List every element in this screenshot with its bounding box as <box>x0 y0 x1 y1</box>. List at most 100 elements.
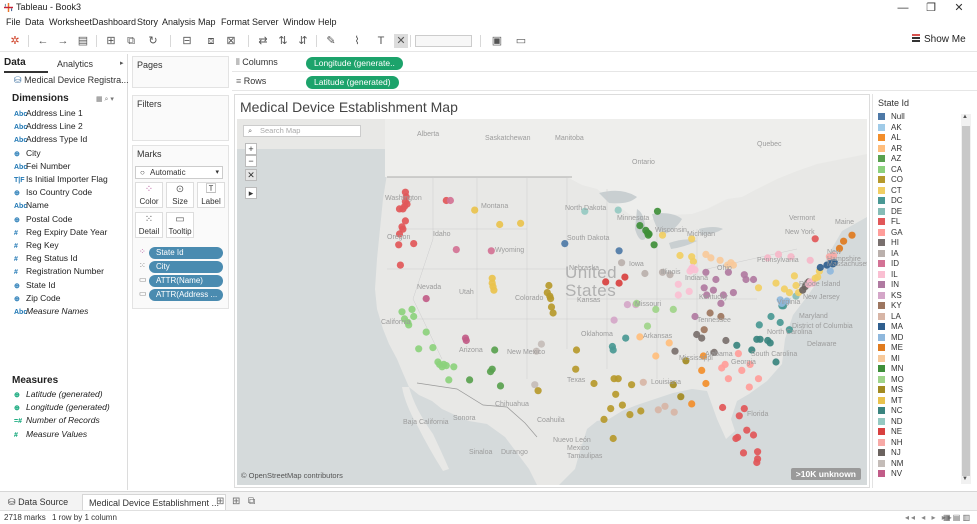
minimize-icon[interactable]: — <box>897 2 909 14</box>
field-item[interactable]: # Reg Status Id <box>14 253 78 265</box>
menu-server[interactable]: Server <box>252 17 279 27</box>
pages-shelf[interactable]: Pages <box>132 56 229 88</box>
map-mark-tx[interactable] <box>612 390 620 398</box>
map-mark-id[interactable] <box>487 247 495 255</box>
map-mark-la[interactable] <box>670 408 678 416</box>
map-mark-ar[interactable] <box>636 333 644 341</box>
menu-dashboard[interactable]: Dashboard <box>92 17 137 27</box>
legend-scroll-thumb[interactable] <box>962 126 970 476</box>
map-mark-mt[interactable] <box>517 219 525 227</box>
size-button[interactable]: ⊙ Size <box>166 182 194 208</box>
map-mark-va[interactable] <box>767 312 775 321</box>
map-mark-nc[interactable] <box>733 341 741 349</box>
map-mark-ny[interactable] <box>806 256 814 264</box>
map-mark-ca[interactable] <box>434 358 442 366</box>
legend-item[interactable]: CO <box>878 175 903 185</box>
label-button[interactable]: 🅃 Label <box>197 182 225 208</box>
tableau-home-icon[interactable]: ✲ <box>10 35 20 47</box>
field-item[interactable]: ⊕ Latitude (generated) <box>14 389 103 401</box>
map-mark-al[interactable] <box>699 352 707 360</box>
field-item[interactable]: ⊕ Zip Code <box>14 293 61 305</box>
legend-item[interactable]: AL <box>878 133 901 143</box>
menu-analysis[interactable]: Analysis <box>162 17 196 27</box>
legend-item[interactable]: ND <box>878 417 903 427</box>
redo-icon[interactable]: → <box>57 35 69 47</box>
map-mark-il[interactable] <box>688 263 697 272</box>
map-mark-ut[interactable] <box>488 274 496 282</box>
map-mark-tx[interactable] <box>534 387 542 395</box>
map-mark-nm[interactable] <box>531 381 539 389</box>
menu-story[interactable]: Story <box>137 17 159 27</box>
tab-sheet-medical-device[interactable]: Medical Device Establishment ... <box>82 494 227 510</box>
legend-item[interactable]: KY <box>878 301 902 311</box>
close-icon[interactable]: ✕ <box>954 2 964 14</box>
map-mark-ca[interactable] <box>408 305 416 313</box>
presentation-icon[interactable]: ▭ <box>515 35 527 47</box>
map-mark-co[interactable] <box>547 303 556 311</box>
map-mark-mo[interactable] <box>643 322 652 330</box>
legend-item[interactable]: NV <box>878 469 902 479</box>
map-mark-in[interactable] <box>702 268 710 276</box>
map-mark-nc[interactable] <box>748 346 756 354</box>
map-mark-ma[interactable] <box>816 263 824 272</box>
map-mark-ca[interactable] <box>445 376 453 384</box>
field-item[interactable]: AbcFei Number <box>14 161 70 173</box>
map-mark-ma[interactable] <box>830 259 839 267</box>
legend-item[interactable]: Null <box>878 112 905 122</box>
map-mark-ny[interactable] <box>787 253 795 261</box>
map-mark-pa[interactable] <box>792 281 800 290</box>
legend-item[interactable]: MS <box>878 385 903 395</box>
map-mark-tn[interactable] <box>693 330 701 339</box>
legend-item[interactable]: ME <box>878 343 903 353</box>
fix-axes-icon[interactable]: ✕ <box>394 34 408 48</box>
map-mark-mo[interactable] <box>652 305 660 313</box>
map-mark-nv[interactable] <box>462 336 470 345</box>
legend-item[interactable]: MN <box>878 364 903 374</box>
map-mark-in[interactable] <box>703 291 711 299</box>
map-mark-la[interactable] <box>639 378 647 386</box>
fit-dropdown[interactable] <box>415 35 472 47</box>
field-item[interactable]: AbcAddress Type Id <box>14 134 87 146</box>
map-mark-mn[interactable] <box>636 222 644 230</box>
map-mark-or[interactable] <box>410 240 418 248</box>
pan-tool-icon[interactable]: ✕ <box>245 169 257 181</box>
map-mark-nc[interactable] <box>756 335 764 343</box>
legend-item[interactable]: NJ <box>878 448 901 458</box>
map-mark-mn[interactable] <box>653 207 662 215</box>
map-mark-ia[interactable] <box>666 271 674 279</box>
map-mark-nm[interactable] <box>532 347 540 355</box>
filters-shelf[interactable]: Filters <box>132 95 229 141</box>
map-mark-az[interactable] <box>491 346 499 354</box>
duplicate-icon[interactable]: ⧈ <box>207 35 215 47</box>
map-mark-sc[interactable] <box>754 375 763 383</box>
new-datasource-icon[interactable]: ⊞ <box>106 35 116 47</box>
map-mark-ms[interactable] <box>682 357 690 365</box>
legend-item[interactable]: MT <box>878 396 903 406</box>
clear-sheet-icon[interactable]: ⊠ <box>226 35 236 47</box>
map-mark-in[interactable] <box>700 284 708 292</box>
map-mark-ut[interactable] <box>489 283 497 291</box>
map-mark-me[interactable] <box>835 244 844 252</box>
datasource-item[interactable]: ⛁ Medical Device Registra... <box>14 75 129 85</box>
field-item[interactable]: ⊕ Longitude (generated) <box>14 402 110 414</box>
legend-item[interactable]: AK <box>878 123 902 133</box>
map-mark-fl[interactable] <box>743 426 751 434</box>
map-mark-ga[interactable] <box>745 383 753 391</box>
field-item[interactable]: =# Number of Records <box>14 415 100 427</box>
map-mark-wa[interactable] <box>403 200 411 208</box>
field-item[interactable]: # Reg Expiry Date Year <box>14 227 107 239</box>
map-mark-tx[interactable] <box>590 379 598 388</box>
legend-item[interactable]: ID <box>878 259 899 269</box>
map-mark-fl[interactable] <box>732 434 740 443</box>
map-mark-tx[interactable] <box>572 346 581 354</box>
menu-window[interactable]: Window <box>283 17 316 27</box>
map-mark-ky[interactable] <box>700 326 708 334</box>
map-mark-in[interactable] <box>709 286 717 294</box>
map-mark-ga[interactable] <box>738 366 746 374</box>
field-item[interactable]: AbcName <box>14 200 49 212</box>
map-mark-il[interactable] <box>685 287 693 295</box>
map-mark-vt[interactable] <box>811 235 819 243</box>
legend-item[interactable]: KS <box>878 291 902 301</box>
legend-item[interactable]: AZ <box>878 154 901 164</box>
highlight-icon[interactable]: ✎ <box>326 35 336 47</box>
